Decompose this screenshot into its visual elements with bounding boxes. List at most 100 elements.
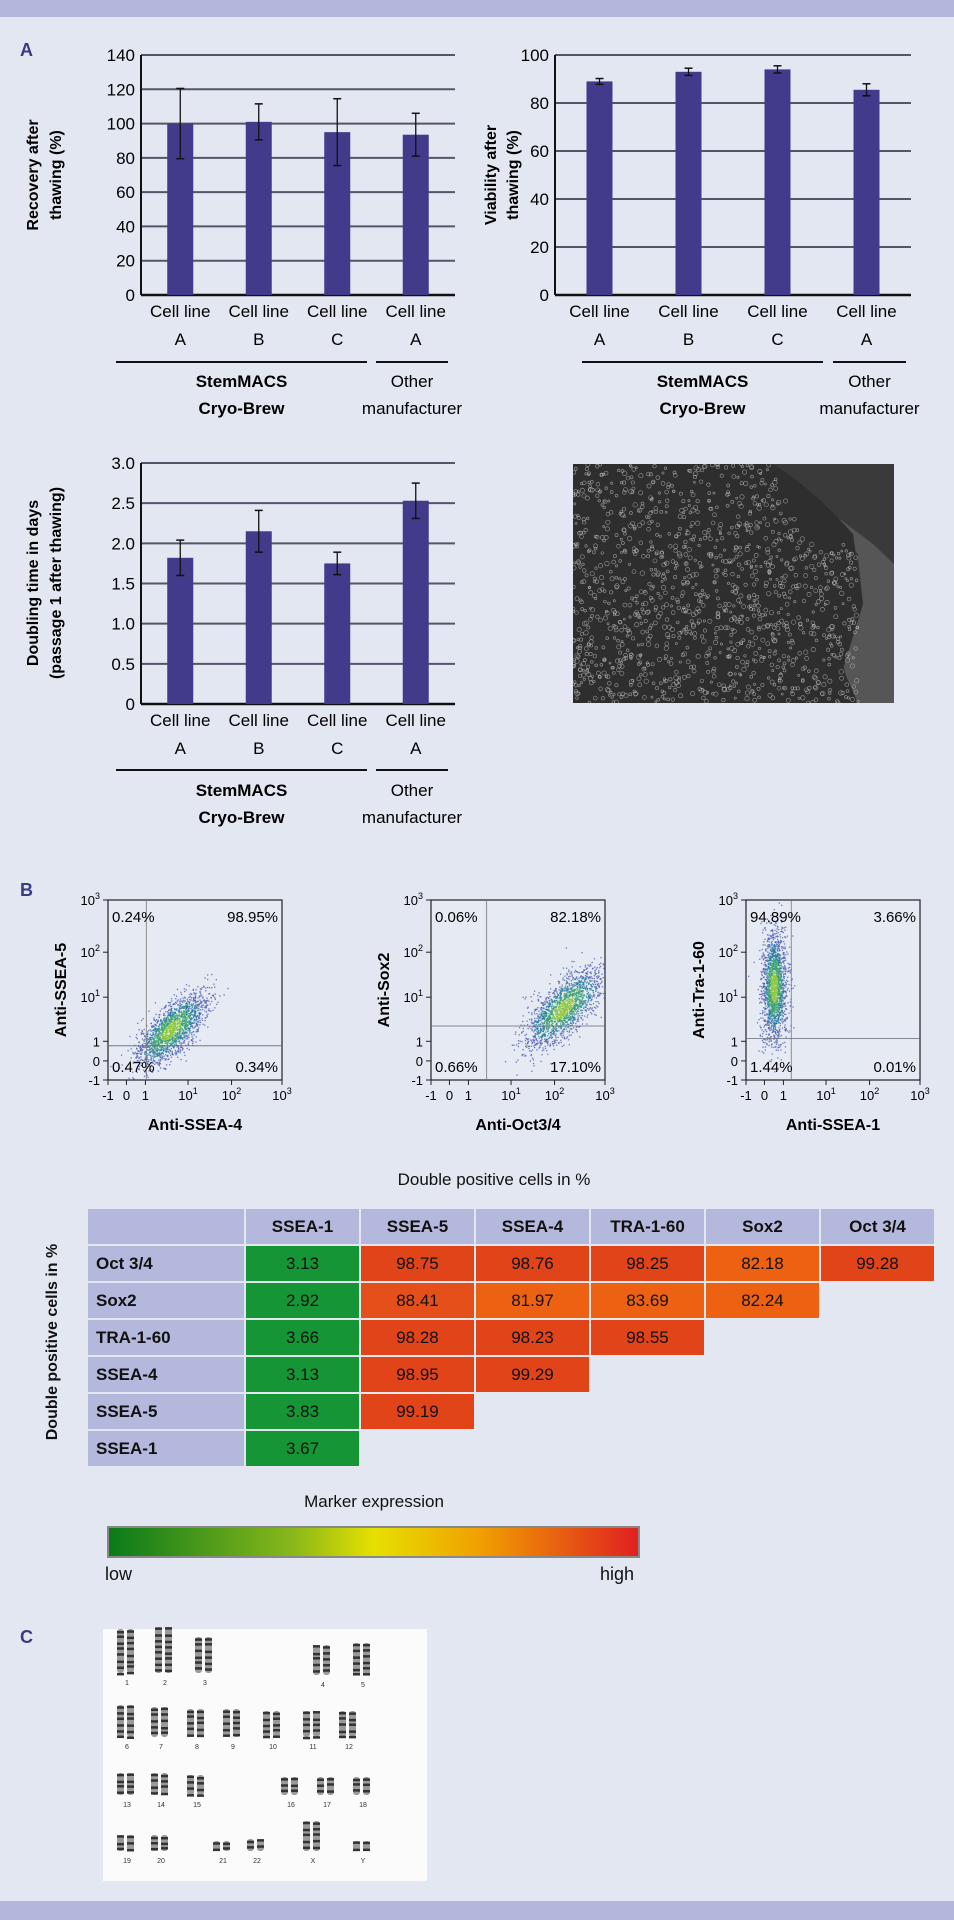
event-dot xyxy=(586,1004,588,1006)
event-dot xyxy=(179,1036,181,1039)
event-dot xyxy=(185,1060,187,1062)
cell xyxy=(582,530,586,535)
cell xyxy=(753,553,759,558)
event-dot xyxy=(513,1044,515,1046)
cell xyxy=(752,593,756,598)
event-dot xyxy=(158,1052,160,1054)
event-dot xyxy=(134,1061,137,1063)
cell xyxy=(659,551,665,556)
event-dot xyxy=(570,990,572,992)
event-dot xyxy=(144,1036,147,1038)
cell xyxy=(718,651,722,654)
cell xyxy=(782,591,787,596)
cell xyxy=(622,470,628,476)
event-dot xyxy=(598,971,600,973)
event-dot xyxy=(542,1027,544,1030)
event-dot xyxy=(132,1077,134,1079)
event-dot xyxy=(543,1003,545,1006)
x-category-label: Cell line xyxy=(386,711,446,730)
x-tick-label: 103 xyxy=(272,1086,291,1103)
event-dot xyxy=(549,991,551,993)
event-dot xyxy=(150,1047,153,1049)
event-dot xyxy=(138,1041,140,1043)
cell xyxy=(803,573,808,578)
cell xyxy=(658,681,663,686)
event-dot xyxy=(195,1031,197,1033)
cell xyxy=(589,606,592,610)
event-dot xyxy=(158,1033,160,1035)
cell xyxy=(785,697,791,703)
event-dot xyxy=(152,1029,155,1031)
event-dot xyxy=(163,1023,166,1026)
event-dot xyxy=(160,1053,163,1055)
event-dot xyxy=(548,1003,551,1006)
event-dot xyxy=(163,1034,165,1036)
event-dot xyxy=(197,1014,199,1017)
event-dot xyxy=(586,1023,588,1025)
event-dot xyxy=(186,1028,188,1030)
event-dot xyxy=(191,1022,194,1025)
event-dot xyxy=(571,975,573,977)
event-dot xyxy=(595,987,597,990)
cell xyxy=(795,586,799,591)
event-dot xyxy=(175,1039,177,1042)
cell xyxy=(745,690,750,696)
cell xyxy=(595,614,600,619)
event-dot xyxy=(543,1035,545,1038)
cell xyxy=(716,568,720,572)
event-dot xyxy=(192,996,194,999)
event-dot xyxy=(169,1034,171,1036)
event-dot xyxy=(577,1004,579,1006)
event-dot xyxy=(575,1000,577,1002)
event-dot xyxy=(140,1019,143,1022)
cell xyxy=(851,604,857,609)
event-dot xyxy=(184,1021,186,1023)
event-dot xyxy=(172,1037,174,1039)
event-dot xyxy=(170,1014,172,1016)
cell xyxy=(614,575,619,580)
event-dot xyxy=(540,1002,542,1004)
event-dot xyxy=(171,1000,173,1002)
event-dot xyxy=(163,1006,166,1008)
event-dot xyxy=(584,1015,586,1017)
cell xyxy=(763,502,769,508)
cell xyxy=(759,654,763,658)
event-dot xyxy=(199,995,201,997)
cell xyxy=(587,471,591,476)
event-dot xyxy=(174,1015,176,1017)
event-dot xyxy=(181,1033,183,1035)
event-dot xyxy=(531,1041,534,1044)
event-dot xyxy=(569,987,571,989)
event-dot xyxy=(200,1006,202,1008)
cell xyxy=(757,612,762,616)
event-dot xyxy=(580,993,583,995)
event-dot xyxy=(581,1009,584,1012)
event-dot xyxy=(180,1011,183,1014)
cell xyxy=(807,547,811,551)
cell xyxy=(741,666,747,672)
event-dot xyxy=(563,1007,565,1010)
event-dot xyxy=(586,1007,589,1010)
event-dot xyxy=(189,999,191,1001)
cell xyxy=(841,602,845,606)
tick-exponent: 2 xyxy=(95,943,100,953)
cell xyxy=(612,610,618,615)
event-dot xyxy=(194,1015,197,1017)
event-dot xyxy=(177,1050,179,1052)
event-dot xyxy=(165,1064,168,1066)
event-dot xyxy=(190,1013,193,1016)
event-dot xyxy=(170,1005,173,1008)
cell xyxy=(733,549,737,553)
event-dot xyxy=(144,1071,146,1073)
event-dot xyxy=(566,1003,568,1005)
cell xyxy=(576,627,582,633)
cell xyxy=(602,472,606,476)
event-dot xyxy=(561,1030,564,1032)
event-dot xyxy=(162,1014,165,1017)
event-dot xyxy=(182,1007,184,1009)
cell xyxy=(628,464,632,467)
event-dot xyxy=(190,1011,192,1014)
event-dot xyxy=(539,1046,541,1049)
event-dot xyxy=(185,1017,187,1019)
